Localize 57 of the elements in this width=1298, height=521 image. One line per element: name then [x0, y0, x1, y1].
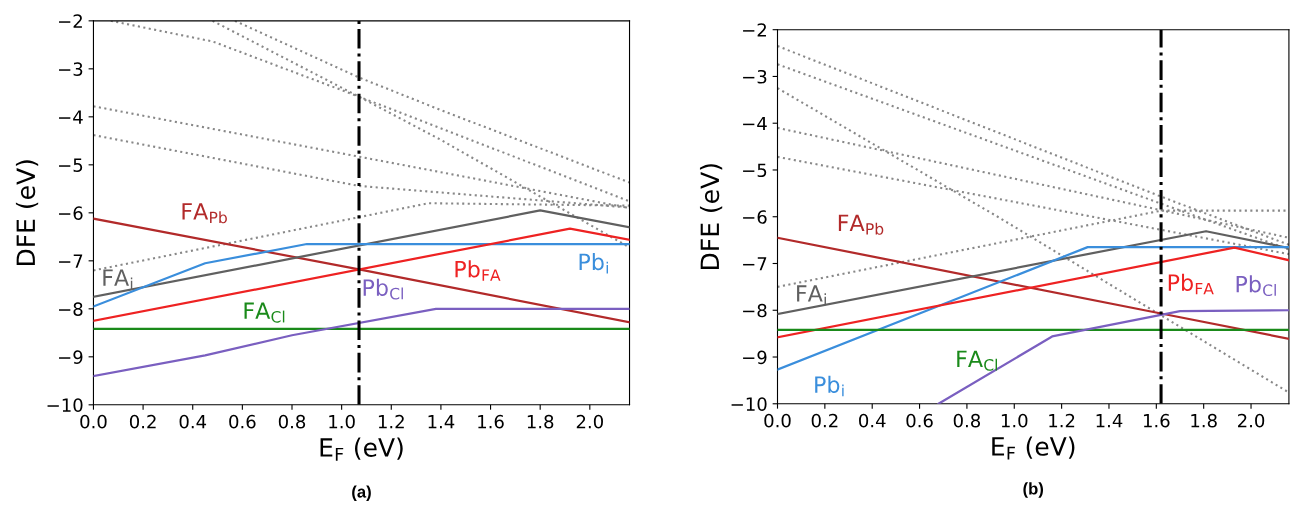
y-tick-label: −10 [731, 397, 767, 411]
y-tick-label: −5 [743, 163, 767, 178]
series-label: FA$_{Pb}$ [182, 203, 227, 224]
series-label: Pb$_{Cl}$ [1236, 275, 1276, 297]
x-tick-label: 1.2 [378, 414, 404, 429]
y-tick-label: −2 [743, 23, 766, 37]
y-tick-label: −4 [59, 110, 83, 124]
x-tick-label: 0.8 [953, 413, 981, 428]
x-axis-title: E$_{F}$ (eV) [320, 437, 403, 461]
x-tick-label: 0.8 [278, 414, 306, 429]
series-label: Pb$_{FA}$ [455, 260, 501, 281]
series-label: FA$_{Cl}$ [957, 350, 997, 371]
y-tick-label: −8 [59, 302, 83, 316]
x-tick-label: 1.0 [329, 414, 355, 429]
x-tick-label: 0.2 [129, 414, 156, 429]
x-tick-label: 1.6 [478, 414, 504, 429]
x-tick-label: 2.0 [576, 414, 603, 429]
x-tick-label: 0.4 [179, 414, 207, 429]
y-tick-label: −5 [59, 158, 83, 172]
y-tick-label: −7 [743, 257, 767, 271]
y-tick-label: −3 [743, 69, 767, 84]
x-tick-label: 0.6 [229, 414, 256, 429]
text: (a) [352, 485, 371, 501]
x-tick-label: 0.2 [811, 413, 838, 428]
text: (b) [1023, 482, 1044, 498]
y-axis-title: DFE (eV) [699, 164, 723, 269]
x-tick-label: 1.2 [1049, 413, 1075, 428]
y-axis-title: DFE (eV) [15, 160, 39, 266]
series-label: FA$_{Cl}$ [244, 302, 285, 323]
x-tick-label: 1.8 [1191, 413, 1217, 428]
series-label: Pb$_{FA}$ [1168, 273, 1214, 295]
y-tick-label: −4 [743, 116, 767, 131]
y-tick-label: −3 [59, 62, 83, 76]
y-tick-label: −2 [59, 14, 82, 28]
x-tick-label: 1.0 [1001, 413, 1028, 428]
x-tick-label: 0.4 [859, 413, 886, 428]
x-tick-label: 1.4 [1096, 414, 1123, 428]
series-label: Pb$_{i}$ [815, 375, 844, 397]
x-tick-label: 1.4 [428, 415, 455, 429]
y-tick-label: −9 [59, 350, 83, 364]
x-tick-label: 0.0 [80, 414, 107, 429]
y-tick-label: −7 [59, 254, 83, 268]
x-tick-label: 0.6 [906, 413, 933, 428]
series-label: Pb$_{Cl}$ [363, 278, 403, 300]
x-tick-label: 2.0 [1238, 413, 1265, 428]
x-tick-label: 1.8 [527, 414, 554, 429]
y-tick-label: −6 [59, 206, 83, 220]
y-tick-label: −6 [743, 210, 767, 224]
x-tick-label: 0.0 [764, 413, 791, 428]
series-label: FA$_{i}$ [103, 269, 133, 290]
x-tick-label: 1.6 [1143, 413, 1170, 428]
series-label: Pb$_{i}$ [579, 253, 608, 274]
y-tick-label: −8 [743, 303, 767, 318]
x-axis-title: E$_{F}$ (eV) [992, 436, 1075, 460]
series-label: FA$_{Pb}$ [838, 214, 884, 235]
y-tick-label: −9 [743, 350, 767, 365]
y-tick-label: −10 [47, 398, 83, 412]
